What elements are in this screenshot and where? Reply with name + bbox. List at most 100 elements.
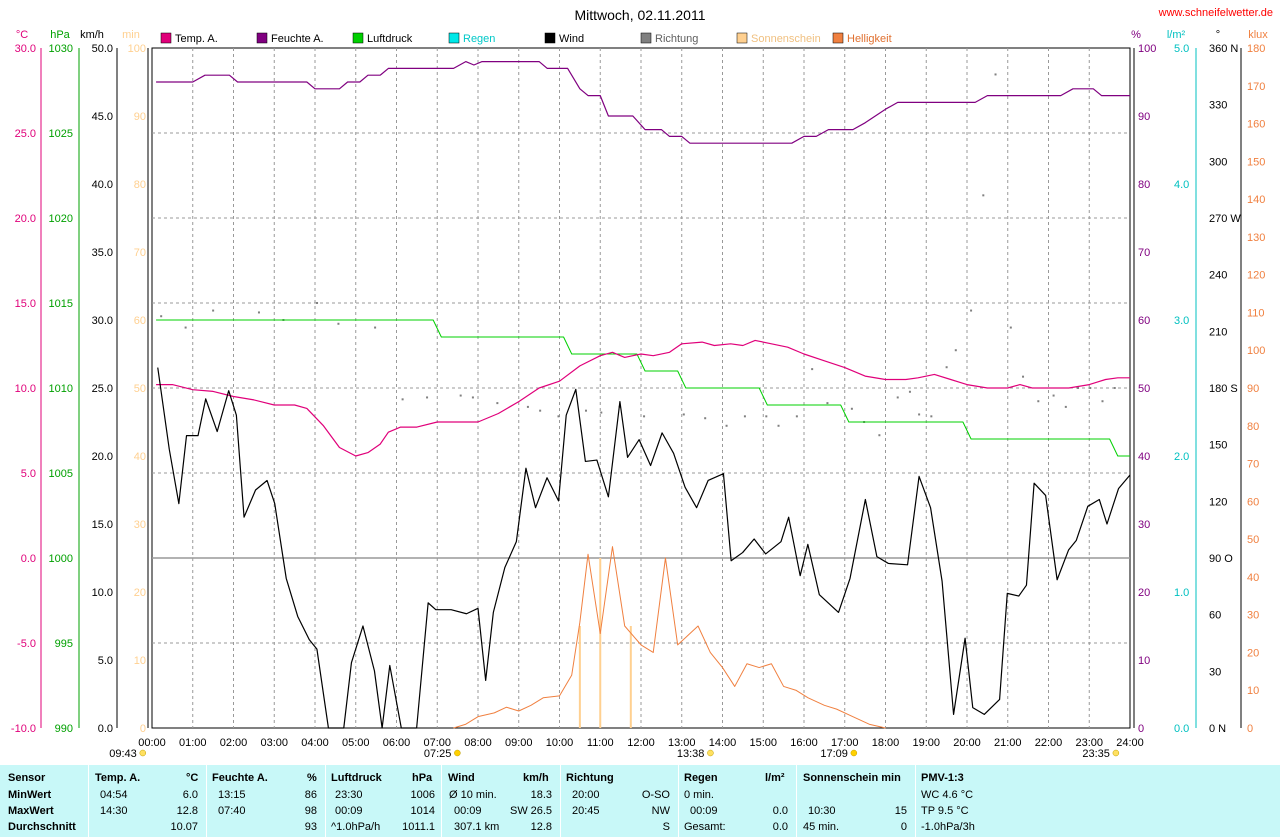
pressure-axis-tick: 990 bbox=[55, 723, 73, 735]
footer-rain-duration: 0 min. bbox=[684, 789, 714, 801]
footer-wind-distance: 307.1 km bbox=[454, 821, 500, 833]
sunshine-axis-tick: 70 bbox=[134, 247, 146, 259]
humidity-axis-tick: 80 bbox=[1138, 179, 1150, 191]
brightness-axis-tick: 140 bbox=[1247, 194, 1265, 206]
footer-row-label-min: MinWert bbox=[8, 789, 52, 801]
footer-row-label-avg: Durchschnitt bbox=[8, 821, 76, 833]
rain-axis-tick: 4.0 bbox=[1174, 179, 1189, 191]
weather-chart: Mittwoch, 02.11.2011 www.schneifelwetter.… bbox=[11, 7, 1273, 760]
axis-unit-temp: °C bbox=[16, 29, 28, 41]
axis-unit-rain: l/m² bbox=[1167, 29, 1186, 41]
footer-sun-max-time: 10:30 bbox=[808, 805, 836, 817]
x-tick-label: 07:00 bbox=[423, 737, 451, 749]
x-annotation-moon: 09:43 bbox=[109, 748, 137, 760]
direction-dot bbox=[1037, 400, 1040, 403]
brightness-axis-tick: 180 bbox=[1247, 43, 1265, 55]
brightness-axis-tick: 100 bbox=[1247, 345, 1265, 357]
direction-dot bbox=[777, 424, 780, 427]
x-tick-label: 19:00 bbox=[912, 737, 940, 749]
footer-temp-max-value: 12.8 bbox=[176, 805, 198, 817]
x-tick-label: 03:00 bbox=[260, 737, 288, 749]
footer-press-min-time: 23:30 bbox=[335, 789, 363, 801]
direction-dot bbox=[1052, 394, 1055, 397]
direction-dot bbox=[526, 405, 529, 408]
legend-label-direction: Richtung bbox=[655, 33, 698, 45]
brightness-axis-tick: 130 bbox=[1247, 232, 1265, 244]
wind-axis-tick: 5.0 bbox=[98, 655, 113, 667]
pressure-axis-tick: 1025 bbox=[49, 128, 73, 140]
footer-header-pmv: PMV-1:3 bbox=[921, 772, 964, 784]
footer-header-pressure-unit: hPa bbox=[412, 772, 433, 784]
x-annotation-sun: 17:09 bbox=[820, 748, 848, 760]
humidity-axis-tick: 30 bbox=[1138, 519, 1150, 531]
direction-dot bbox=[945, 366, 948, 369]
footer-dir-min-value: O-SO bbox=[641, 789, 670, 801]
direction-dot bbox=[743, 415, 746, 418]
direction-axis-tick: 210 bbox=[1209, 326, 1227, 338]
direction-dot bbox=[1022, 375, 1025, 378]
wind-axis-tick: 50.0 bbox=[92, 43, 113, 55]
footer-header-sunshine: Sonnenschein min bbox=[803, 772, 901, 784]
axis-unit-sunshine: min bbox=[122, 29, 140, 41]
pressure-axis-tick: 1005 bbox=[49, 468, 73, 480]
temp-axis-tick: 5.0 bbox=[21, 468, 36, 480]
rain-axis-tick: 1.0 bbox=[1174, 587, 1189, 599]
temp-axis-tick: 15.0 bbox=[15, 298, 36, 310]
direction-dot bbox=[539, 409, 542, 412]
footer-header-direction: Richtung bbox=[566, 772, 614, 784]
brightness-axis-tick: 80 bbox=[1247, 421, 1259, 433]
x-annotation-sun-icon bbox=[454, 749, 461, 757]
footer-hum-min-value: 86 bbox=[304, 789, 317, 801]
axis-unit-pressure: hPa bbox=[50, 29, 70, 41]
sunshine-axis-tick: 50 bbox=[134, 383, 146, 395]
humidity-axis-tick: 90 bbox=[1138, 111, 1150, 123]
direction-axis-tick: 360 N bbox=[1209, 43, 1238, 55]
sunshine-axis-tick: 10 bbox=[134, 655, 146, 667]
direction-dot bbox=[725, 424, 728, 427]
direction-axis-tick: 240 bbox=[1209, 270, 1227, 282]
x-annotation-sun-icon bbox=[850, 749, 858, 757]
brightness-axis-tick: 10 bbox=[1247, 685, 1259, 697]
temp-axis-tick: -5.0 bbox=[17, 638, 36, 650]
footer-wind-min-value: 18.3 bbox=[530, 789, 552, 801]
statistics-footer: Sensor Temp. A. °C Feuchte A. % Luftdruc… bbox=[0, 765, 1280, 837]
legend-label-humidity: Feuchte A. bbox=[271, 33, 324, 45]
legend-swatch-sunshine bbox=[736, 32, 748, 44]
legend-label-pressure: Luftdruck bbox=[367, 33, 413, 45]
direction-dot bbox=[1009, 326, 1012, 329]
footer-dir-max-time: 20:45 bbox=[572, 805, 600, 817]
direction-dot bbox=[401, 398, 404, 401]
direction-dot bbox=[212, 309, 215, 312]
chart-title: Mittwoch, 02.11.2011 bbox=[574, 7, 705, 23]
axis-unit-brightness: klux bbox=[1248, 29, 1268, 41]
rain-axis-tick: 2.0 bbox=[1174, 451, 1189, 463]
footer-sun-max-value: 15 bbox=[894, 805, 907, 817]
footer-hum-max-value: 98 bbox=[304, 805, 317, 817]
footer-header-sensor: Sensor bbox=[8, 772, 46, 784]
humidity-axis-tick: 10 bbox=[1138, 655, 1150, 667]
footer-wind-max-value: 26.5 bbox=[530, 805, 552, 817]
x-tick-label: 15:00 bbox=[749, 737, 777, 749]
x-tick-label: 04:00 bbox=[301, 737, 329, 749]
direction-dot bbox=[459, 394, 462, 397]
humidity-axis-tick: 20 bbox=[1138, 587, 1150, 599]
footer-pmv-windchill: WC 4.6 °C bbox=[921, 789, 974, 801]
pressure-axis-tick: 1010 bbox=[49, 383, 73, 395]
pressure-axis-tick: 1030 bbox=[49, 43, 73, 55]
direction-dot bbox=[337, 322, 340, 325]
humidity-axis-tick: 40 bbox=[1138, 451, 1150, 463]
direction-dot bbox=[795, 415, 798, 418]
x-tick-label: 00:00 bbox=[138, 737, 166, 749]
brightness-line bbox=[453, 546, 886, 729]
direction-dot bbox=[1113, 387, 1116, 389]
pressure-axis-tick: 1000 bbox=[49, 553, 73, 565]
direction-dot bbox=[908, 390, 911, 393]
temp-line bbox=[156, 339, 1130, 457]
x-annotation-sun: 07:25 bbox=[424, 748, 452, 760]
direction-dot bbox=[954, 349, 957, 352]
wind-axis-tick: 45.0 bbox=[92, 111, 113, 123]
brightness-axis-tick: 70 bbox=[1247, 459, 1259, 471]
footer-header-temp: Temp. A. bbox=[95, 772, 141, 784]
wind-axis-tick: 30.0 bbox=[92, 315, 113, 327]
x-annotation-moon: 23:35 bbox=[1082, 748, 1110, 760]
